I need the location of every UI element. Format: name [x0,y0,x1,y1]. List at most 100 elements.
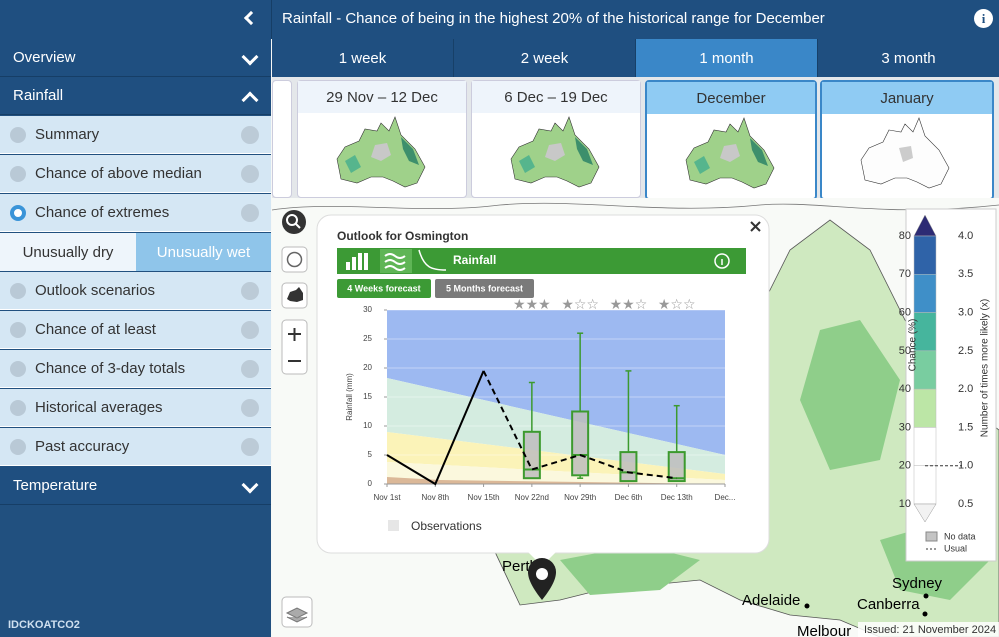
tab[interactable]: 2 week [454,39,636,77]
city-dot [923,593,929,599]
icon [285,607,309,623]
menu-label: Chance of extremes [35,204,170,221]
period-label: 29 Nov – 12 Dec [298,81,466,113]
period-label: December [647,82,815,114]
legend-tick-right: 3.0 [958,306,973,318]
city-label: Canberra [857,596,920,613]
menu-item[interactable]: Chance of extremes [0,194,271,232]
x-tick-label: Dec... [715,493,736,502]
info-icon[interactable] [241,438,259,456]
skill-rating: ★★☆ [610,297,648,313]
period-label: January [822,82,992,114]
menu-item[interactable]: Chance of at least [0,311,271,349]
tab-active[interactable]: 1 month [636,39,818,77]
popup-title: Outlook for Osmington [337,229,468,243]
info-icon[interactable] [241,126,259,144]
x-tick-label: Nov 29th [564,493,596,502]
menu-item[interactable]: Summary [0,116,271,154]
legend-tick-right: 1.0 [958,460,973,472]
period-card[interactable] [272,80,292,198]
forecast-button[interactable] [435,279,534,298]
menu-label: Historical averages [35,399,163,416]
menu-item[interactable]: Outlook scenarios [0,272,271,310]
variable-info[interactable] [714,253,730,269]
legend-band [913,465,937,505]
menu-item[interactable]: Historical averages [0,389,271,427]
header [0,0,999,39]
period-card[interactable]: 29 Nov – 12 Dec [297,80,467,198]
legend-tick-left: 10 [899,498,911,510]
section-temperature[interactable]: Temperature [0,467,271,505]
land-wet [560,320,990,600]
y-tick-label: 20 [363,363,372,372]
bars-icon[interactable] [346,253,368,270]
issued-bg [858,622,999,637]
radio [10,166,26,182]
toggle-dry[interactable]: Unusually dry [0,233,136,271]
info-icon[interactable] [241,360,259,378]
info-icon[interactable] [241,399,259,417]
info-icon[interactable] [241,321,259,339]
issued-date: Issued: 21 November 2024 [864,624,996,636]
section-label: Overview [13,49,76,66]
y-tick-label: 10 [363,421,372,430]
skill-rating: ★☆☆ [658,297,696,313]
period-card[interactable]: January [820,80,994,200]
box [667,451,686,483]
info-icon[interactable] [241,204,259,222]
toggle-wet[interactable]: Unusually wet [136,233,271,271]
info-icon[interactable] [241,165,259,183]
y-tick-label: 0 [368,479,373,488]
city-label: Sydney [892,575,943,592]
icon [286,214,298,226]
legend-tick-left: 80 [899,230,911,242]
x-tick-label: Nov 8th [421,493,449,502]
box [522,430,541,480]
period-card-selected[interactable]: December [645,80,817,200]
legend-tick-left: 20 [899,460,911,472]
y-tick-label: 5 [368,450,373,459]
icon [286,251,303,268]
band-upper [387,310,725,455]
forecast-button-active[interactable] [337,279,431,298]
icon [287,287,303,302]
section-rainfall[interactable]: Rainfall [0,77,271,115]
menu-item[interactable]: Chance of above median [0,155,271,193]
coast [271,202,999,211]
legend-band [913,388,937,428]
section-overview[interactable]: Overview [0,39,271,77]
y-tick-label: 30 [363,305,372,314]
band-lowest [387,477,725,484]
legend-title-right: Number of times more likely (x) [980,299,991,437]
radio [10,283,26,299]
legend-tick-right: 2.5 [958,345,973,357]
city-dot [804,603,810,609]
x-tick-label: Dec 6th [615,493,643,502]
tab[interactable]: 1 week [272,39,454,77]
legend-swatch [388,520,399,531]
info-button[interactable]: i [974,9,993,28]
period-label: 6 Dec – 19 Dec [472,81,640,113]
info-icon[interactable] [241,282,259,300]
close-button[interactable] [750,221,761,232]
globe-button[interactable] [281,246,308,273]
box [571,410,590,477]
menu-item[interactable]: Past accuracy [0,428,271,466]
search-button[interactable] [282,210,306,234]
legend-bottom [913,503,937,523]
tab[interactable]: 3 month [818,39,999,77]
legend-band [913,427,937,466]
chart: 0 5 10 15 20 25 30 Nov 1st Nov 8th Nov 15th Nov 22… [345,297,735,533]
radio [10,400,26,416]
box [619,451,638,483]
period-card[interactable]: 6 Dec – 19 Dec [471,80,641,198]
section-label: Temperature [13,477,98,494]
curve-icon[interactable] [418,249,447,271]
legend-title-left: Chance (%) [908,319,919,372]
band-low [387,432,725,480]
legend-label: Observations [411,519,482,533]
legend-tick-right: 1.5 [958,421,973,433]
menu-item[interactable]: Chance of 3-day totals [0,350,271,388]
